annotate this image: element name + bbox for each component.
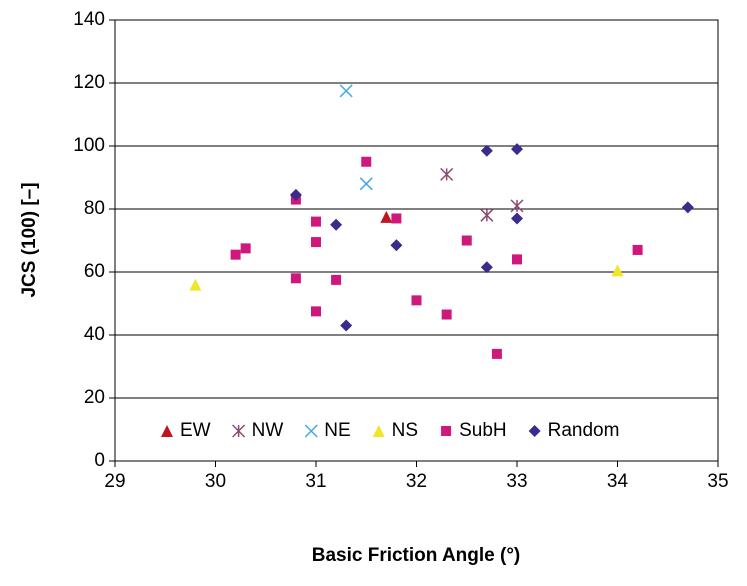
marker xyxy=(361,156,372,167)
marker xyxy=(681,201,694,214)
legend-label: NS xyxy=(392,420,418,441)
x-tick-label: 34 xyxy=(607,471,629,492)
y-tick-label: 80 xyxy=(84,198,105,219)
y-tick-label: 20 xyxy=(84,387,105,408)
x-tick-label: 29 xyxy=(104,471,125,492)
marker xyxy=(440,167,454,181)
marker xyxy=(611,264,624,277)
legend-marker xyxy=(528,425,541,437)
marker xyxy=(461,235,472,246)
marker xyxy=(512,254,522,265)
marker xyxy=(491,348,502,359)
marker xyxy=(632,244,643,255)
marker xyxy=(189,278,202,291)
marker xyxy=(480,208,494,222)
y-tick-label: 100 xyxy=(73,135,105,156)
marker xyxy=(289,188,302,201)
x-tick-label: 32 xyxy=(406,471,427,492)
legend-marker xyxy=(441,426,452,436)
legend-marker xyxy=(372,425,385,437)
marker xyxy=(240,243,251,254)
marker xyxy=(510,199,524,213)
marker xyxy=(390,239,403,252)
marker xyxy=(480,261,493,274)
marker xyxy=(511,212,523,225)
legend-label: SubH xyxy=(459,420,507,441)
x-tick-label: 31 xyxy=(305,471,326,492)
marker xyxy=(359,177,373,191)
y-axis-title: JCS (100) [–] xyxy=(19,182,40,297)
marker xyxy=(331,274,342,285)
marker xyxy=(311,216,321,227)
marker xyxy=(411,295,422,306)
plot-frame xyxy=(114,19,719,462)
marker xyxy=(480,144,493,157)
x-tick-label: 33 xyxy=(506,471,527,492)
legend-marker xyxy=(161,425,173,437)
marker xyxy=(339,84,353,98)
x-tick-label: 35 xyxy=(707,471,728,492)
marker xyxy=(311,306,321,317)
legend-marker xyxy=(232,424,246,438)
y-tick-label: 0 xyxy=(94,450,105,471)
x-tick-label: 30 xyxy=(205,471,226,492)
y-tick-label: 120 xyxy=(73,72,105,93)
legend-label: NE xyxy=(324,420,350,441)
legend-marker xyxy=(304,424,318,438)
legend-label: Random xyxy=(548,420,620,441)
y-tick-label: 140 xyxy=(73,9,105,30)
y-tick-label: 60 xyxy=(84,261,105,282)
marker xyxy=(380,210,393,223)
legend-label: NW xyxy=(252,420,284,441)
marker xyxy=(391,213,402,224)
x-axis-title: Basic Friction Angle (°) xyxy=(312,545,521,566)
marker xyxy=(311,237,321,248)
marker xyxy=(330,218,343,231)
marker xyxy=(340,319,353,332)
marker xyxy=(441,309,452,320)
marker xyxy=(230,249,241,260)
legend-label: EW xyxy=(180,420,211,441)
y-tick-label: 40 xyxy=(84,324,105,345)
marker xyxy=(290,273,301,284)
marker xyxy=(511,143,523,156)
